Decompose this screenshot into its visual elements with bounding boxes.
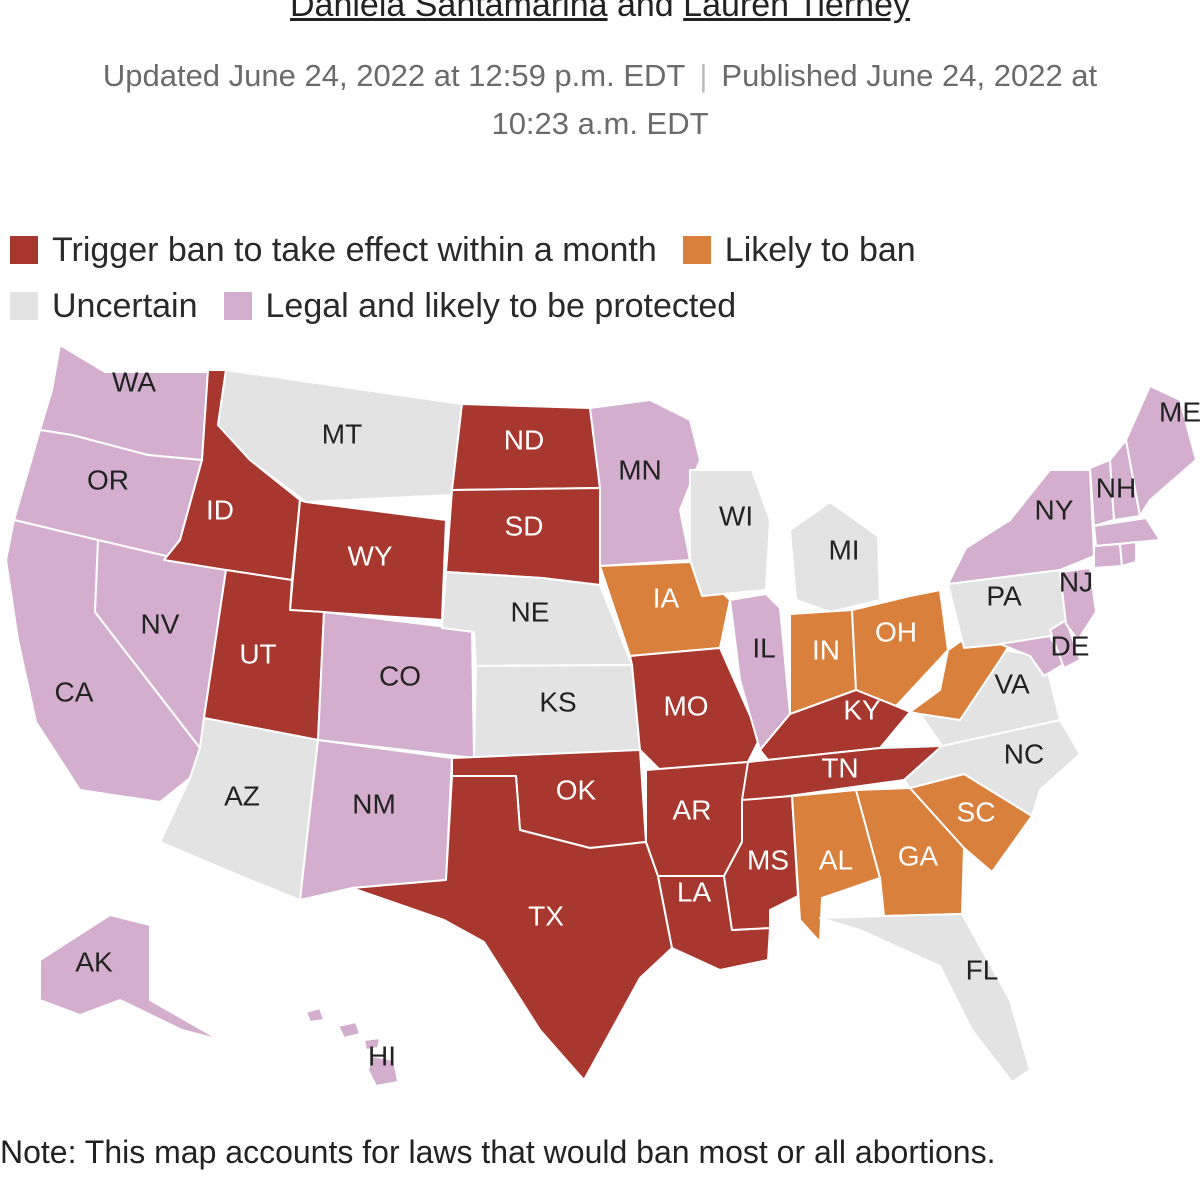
state-TX[interactable] <box>351 775 673 1081</box>
state-NJ[interactable] <box>1059 567 1097 641</box>
state-MI[interactable] <box>789 501 881 613</box>
legend-item-trigger: Trigger ban to take effect within a mont… <box>10 231 657 270</box>
legend-label-trigger: Trigger ban to take effect within a mont… <box>52 230 657 269</box>
state-label-NH: NH <box>1096 472 1136 503</box>
author-link-2[interactable]: Lauren Tierney <box>683 0 910 24</box>
us-map-svg: WA OR CA NV ID MT WY UT AZ CO NM ND SD NE KS OK TX MN IA MO… <box>5 344 1200 1087</box>
state-label-NV: NV <box>141 608 180 639</box>
state-CT[interactable] <box>1093 543 1123 569</box>
state-DE[interactable] <box>1049 619 1081 669</box>
author-link-1[interactable]: Daniela Santamarina <box>290 0 608 24</box>
us-map: WA OR CA NV ID MT WY UT AZ CO NM ND SD NE KS OK TX MN IA MO… <box>0 330 1200 1110</box>
state-label-IN: IN <box>812 634 840 665</box>
state-NY[interactable] <box>947 469 1095 585</box>
state-label-MO: MO <box>663 690 708 721</box>
state-label-IL: IL <box>752 632 775 663</box>
state-MA[interactable] <box>1093 517 1161 547</box>
state-label-ME: ME <box>1159 396 1200 427</box>
state-label-NJ: NJ <box>1059 566 1093 597</box>
state-label-NE: NE <box>511 596 550 627</box>
state-label-IA: IA <box>653 582 680 613</box>
state-label-HI: HI <box>368 1040 396 1071</box>
state-MD[interactable] <box>999 635 1065 677</box>
state-labels-layer: WA OR CA NV ID MT WY UT AZ CO NM ND SD NE KS OK TX MN IA MO… <box>55 366 1200 1071</box>
legend-row-2: Uncertain Legal and likely to be protect… <box>10 278 1190 334</box>
state-AK[interactable] <box>39 914 221 1041</box>
state-label-NY: NY <box>1035 494 1074 525</box>
timestamps: Updated June 24, 2022 at 12:59 p.m. EDT |… <box>60 52 1140 148</box>
state-HI-1[interactable] <box>305 1007 325 1023</box>
state-label-OK: OK <box>556 774 597 805</box>
legend-swatch-legal <box>223 292 252 320</box>
state-label-VA: VA <box>994 668 1030 699</box>
states-layer <box>5 344 1197 1087</box>
state-label-KY: KY <box>843 694 881 725</box>
map-note: Note: This map accounts for laws that wo… <box>0 1134 996 1170</box>
state-NM[interactable] <box>299 739 453 901</box>
state-label-NC: NC <box>1004 738 1044 769</box>
hawaii-islands <box>305 1007 399 1087</box>
state-label-UT: UT <box>239 638 276 669</box>
legend-swatch-uncertain <box>10 292 38 320</box>
legend-label-legal: Legal and likely to be protected <box>265 286 737 325</box>
state-label-NM: NM <box>352 788 396 819</box>
state-WY[interactable] <box>289 499 447 621</box>
legend-label-likely: Likely to ban <box>724 230 916 269</box>
state-label-SD: SD <box>505 510 544 541</box>
state-label-OR: OR <box>87 464 129 495</box>
legend-item-legal: Legal and likely to be protected <box>223 286 737 326</box>
state-label-AL: AL <box>819 844 853 875</box>
state-label-MT: MT <box>322 418 362 449</box>
state-label-AK: AK <box>75 946 113 977</box>
state-label-MS: MS <box>747 844 789 875</box>
legend-row-1: Trigger ban to take effect within a mont… <box>10 222 1190 278</box>
timestamp-separator: | <box>699 58 708 93</box>
state-label-MI: MI <box>828 534 859 565</box>
state-label-MN: MN <box>618 454 662 485</box>
state-label-WA: WA <box>112 366 156 397</box>
state-label-TN: TN <box>821 752 858 783</box>
state-HI-4[interactable] <box>367 1055 399 1087</box>
state-label-WY: WY <box>347 540 392 571</box>
state-label-KS: KS <box>539 686 576 717</box>
published-timestamp: Published June 24, 2022 at 10:23 a.m. ED… <box>491 58 1098 141</box>
state-FL[interactable] <box>819 913 1031 1083</box>
map-legend: Trigger ban to take effect within a mont… <box>10 222 1190 334</box>
state-HI-2[interactable] <box>337 1021 361 1039</box>
state-label-AZ: AZ <box>224 780 260 811</box>
legend-label-uncertain: Uncertain <box>52 286 198 325</box>
state-label-ID: ID <box>206 494 234 525</box>
byline: Daniela Santamarina and Lauren Tierney <box>0 0 1200 25</box>
state-ME[interactable] <box>1125 385 1197 517</box>
state-label-CO: CO <box>379 660 421 691</box>
state-label-TX: TX <box>528 900 564 931</box>
state-label-PA: PA <box>986 580 1022 611</box>
legend-item-uncertain: Uncertain <box>10 287 198 326</box>
state-label-SC: SC <box>957 796 996 827</box>
byline-and: and <box>616 0 674 24</box>
state-label-GA: GA <box>898 840 939 871</box>
legend-item-likely: Likely to ban <box>682 230 916 270</box>
legend-swatch-likely <box>682 236 711 264</box>
legend-swatch-trigger <box>10 236 38 264</box>
state-label-WI: WI <box>719 500 753 531</box>
state-label-FL: FL <box>966 954 999 985</box>
updated-timestamp: Updated June 24, 2022 at 12:59 p.m. EDT <box>102 58 686 93</box>
state-RI[interactable] <box>1119 541 1137 567</box>
state-MN[interactable] <box>589 399 701 567</box>
state-HI-3[interactable] <box>363 1037 381 1051</box>
state-OH[interactable] <box>851 589 949 707</box>
state-label-DE: DE <box>1051 630 1090 661</box>
state-label-LA: LA <box>677 876 712 907</box>
state-WI[interactable] <box>689 469 771 597</box>
state-label-ND: ND <box>504 424 544 455</box>
state-label-AR: AR <box>673 794 712 825</box>
state-label-OH: OH <box>875 616 917 647</box>
state-label-CA: CA <box>55 676 94 707</box>
